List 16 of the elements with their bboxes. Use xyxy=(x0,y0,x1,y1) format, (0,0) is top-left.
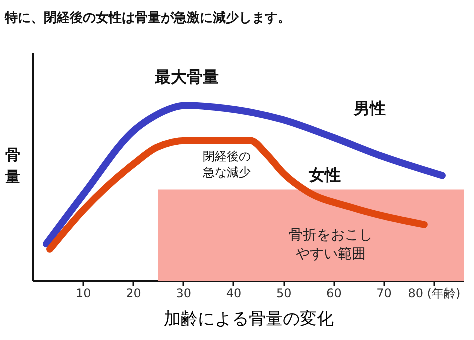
x-tick-label: 60 xyxy=(326,286,342,300)
x-tick-label: 80 (年齢) xyxy=(408,286,461,300)
x-tick-label: 10 xyxy=(76,286,92,300)
y-axis-title: 骨量 xyxy=(4,146,20,186)
x-tick-label: 20 xyxy=(126,286,142,300)
series-label: 女性 xyxy=(308,166,342,185)
x-tick-label: 70 xyxy=(376,286,392,300)
annotation: 最大骨量 xyxy=(154,68,219,87)
annotation: 閉経後の急な減少 xyxy=(202,150,252,180)
x-tick-label: 30 xyxy=(176,286,192,300)
x-tick-label: 50 xyxy=(276,286,292,300)
x-axis-title: 加齢による骨量の変化 xyxy=(164,310,334,330)
chart-title: 特に、閉経後の女性は骨量が急激に減少します。 xyxy=(4,10,291,26)
x-tick-label: 40 xyxy=(226,286,242,300)
band-label: 骨折をおこしやすい範囲 xyxy=(289,227,374,262)
series-label: 男性 xyxy=(353,99,386,118)
